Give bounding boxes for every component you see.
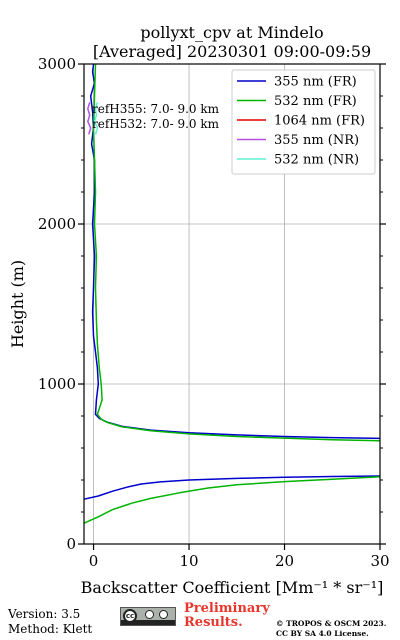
method-text: Method: Klett: [8, 622, 93, 636]
x-axis-label: Backscatter Coefficient [Mm⁻¹ * sr⁻¹]: [81, 578, 384, 597]
series-lines: [83, 63, 381, 524]
y-axis-label: Height (m): [8, 260, 27, 348]
x-tick-label: 10: [179, 552, 198, 570]
version-text: Version: 3.5: [8, 607, 81, 621]
copyright-line2: CC BY SA 4.0 License.: [276, 629, 369, 638]
y-tick-label: 1000: [38, 375, 76, 393]
ref-height-355: refH355: 7.0- 9.0 km: [92, 102, 220, 116]
copyright-line1: © TROPOS & OSCM 2023.: [276, 619, 387, 628]
x-tick-label: 0: [89, 552, 99, 570]
series-355-nm-nr-line: [87, 102, 92, 135]
y-tick-label: 2000: [38, 215, 76, 233]
copyright-note: © TROPOS & OSCM 2023. CC BY SA 4.0 Licen…: [276, 619, 386, 639]
preliminary-results-note: Preliminary Results.: [184, 602, 270, 630]
legend-label: 1064 nm (FR): [274, 114, 365, 129]
legend-label: 355 nm (FR): [274, 75, 357, 90]
x-tick-label: 30: [370, 552, 389, 570]
cc-license-logo: cc: [120, 607, 176, 626]
plot-border: [83, 63, 381, 545]
plot-frame: [83, 63, 381, 545]
axis-ticks: 0 1000 2000 3000 0 10 20 30: [38, 55, 390, 570]
preliminary-line1: Preliminary: [184, 601, 270, 616]
preliminary-line2: Results.: [184, 615, 243, 630]
legend-label: 532 nm (FR): [274, 94, 357, 109]
x-tick-label: 20: [275, 552, 294, 570]
legend-box: [231, 69, 376, 175]
chart-title-line2: [Averaged] 20230301 09:00-09:59: [93, 42, 371, 61]
y-tick-label: 0: [66, 535, 76, 553]
ref-height-532: refH532: 7.0- 9.0 km: [92, 117, 220, 131]
series-532-nm-fr-line: [83, 63, 381, 524]
legend: 355 nm (FR) 532 nm (FR) 1064 nm (FR) 355 nm…: [231, 69, 376, 175]
version-info: Version: 3.5 Method: Klett: [8, 607, 92, 637]
y-tick-label: 3000: [38, 55, 76, 73]
legend-label: 532 nm (NR): [274, 153, 359, 168]
series-532-nm-nr-line: [93, 102, 99, 135]
chart-title-line1: pollyxt_cpv at Mindelo: [140, 23, 323, 42]
legend-label: 355 nm (NR): [274, 133, 359, 148]
